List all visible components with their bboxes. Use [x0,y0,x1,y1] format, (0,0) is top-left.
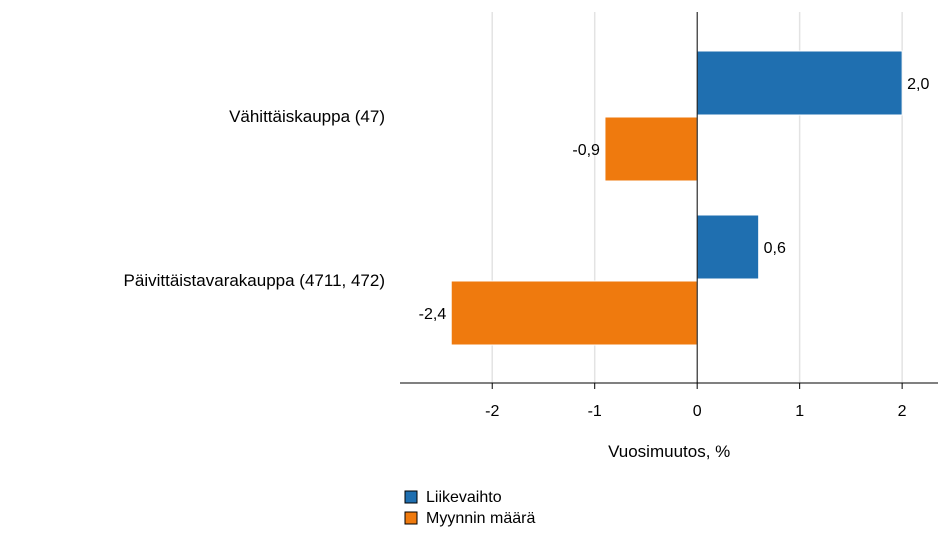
legend-swatch [404,490,418,504]
x-tick-label: -1 [588,403,602,420]
category-labels: Vähittäiskauppa (47) Päivittäistavarakaup… [124,107,385,290]
x-ticks: -2 -1 0 1 2 [485,383,907,420]
x-tick-label: -2 [485,403,499,420]
legend-swatch [404,511,418,525]
legend-label: Liikevaihto [426,489,502,506]
legend: Liikevaihto Myynnin määrä [404,489,535,527]
axes [400,12,938,384]
data-label: -2,4 [419,306,447,323]
x-tick-label: 0 [693,403,702,420]
bar-liikevaihto [696,50,903,116]
category-label: Päivittäistavarakauppa (4711, 472) [124,271,385,290]
bar-myynnin-maara [450,280,698,346]
bar-myynnin-maara [604,116,698,182]
x-tick-label: 1 [795,403,804,420]
category-label: Vähittäiskauppa (47) [229,107,385,126]
x-axis-title: Vuosimuutos, % [608,442,730,461]
x-tick-label: 2 [898,403,907,420]
data-label: 0,6 [764,240,786,257]
bars [450,50,903,346]
data-labels: 2,0 -0,9 0,6 -2,4 [419,76,930,323]
legend-label: Myynnin määrä [426,510,535,527]
data-label: -0,9 [572,142,600,159]
data-label: 2,0 [907,76,929,93]
bar-liikevaihto [696,214,760,280]
